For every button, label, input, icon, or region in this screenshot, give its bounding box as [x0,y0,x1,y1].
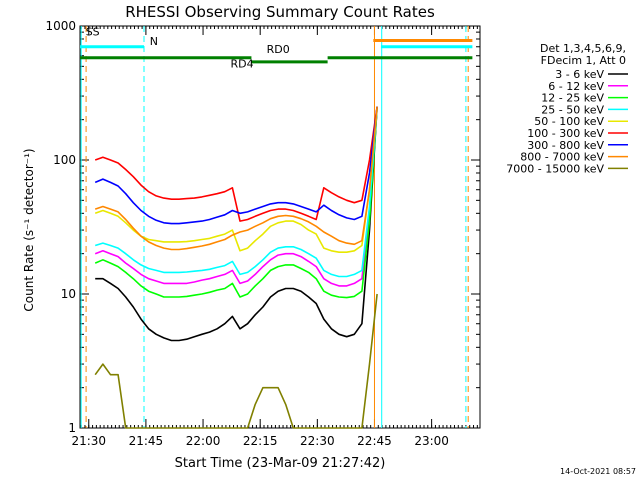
legend-label: 12 - 25 keV [541,92,604,105]
series-line [94,293,378,429]
annotation-label: RD4 [230,58,253,71]
series-line [94,106,378,251]
legend-label: 6 - 12 keV [548,80,604,93]
y-axis-label: Count Rate (s⁻¹ detector⁻¹) [22,148,36,311]
y-tick-label: 10 [61,287,76,301]
x-tick-label: 21:30 [71,434,106,448]
legend-label: 300 - 800 keV [527,139,604,152]
annotation-label: S [86,25,93,38]
x-tick-label: 22:45 [357,434,392,448]
x-tick-label: 22:15 [243,434,278,448]
series-line [94,106,378,225]
series-line [94,106,378,222]
series-line [94,106,378,287]
series-line [95,106,378,342]
legend-header-1: Det 1,3,4,5,6,9, [540,42,626,55]
legend-label: 7000 - 15000 keV [506,162,604,175]
x-tick-label: 22:00 [186,434,221,448]
x-axis-label: Start Time (23-Mar-09 21:27:42) [175,456,386,471]
legend-label: 100 - 300 keV [527,127,604,140]
legend-label: 3 - 6 keV [555,68,604,81]
annotation-label: RD0 [267,43,290,56]
annotation-label: N [150,35,158,48]
series-line [94,106,378,278]
series-line [94,106,378,299]
x-tick-label: 21:45 [129,434,164,448]
legend-header-2: FDecim 1, Att 0 [541,54,626,67]
x-tick-label: 23:00 [414,434,449,448]
y-tick-label: 1 [68,421,76,435]
legend-label: 800 - 7000 keV [520,151,604,164]
plot-frame [79,25,481,429]
legend: Det 1,3,4,5,6,9, FDecim 1, Att 0 3 - 6 k… [506,42,628,175]
legend-label: 50 - 100 keV [534,115,604,128]
legend-label: 25 - 50 keV [541,103,604,116]
annotation-label: S [93,25,100,38]
series-line [94,106,378,253]
chart-title: RHESSI Observing Summary Count Rates [125,3,435,21]
x-tick-label: 22:30 [300,434,335,448]
y-tick-label: 100 [53,153,76,167]
plot-area: 1 10 100 1000 21:30 21:45 22:00 22:15 22:30 22:45… [45,19,481,448]
timestamp: 14-Oct-2021 08:57 [560,467,636,476]
y-tick-label: 1000 [45,19,76,33]
